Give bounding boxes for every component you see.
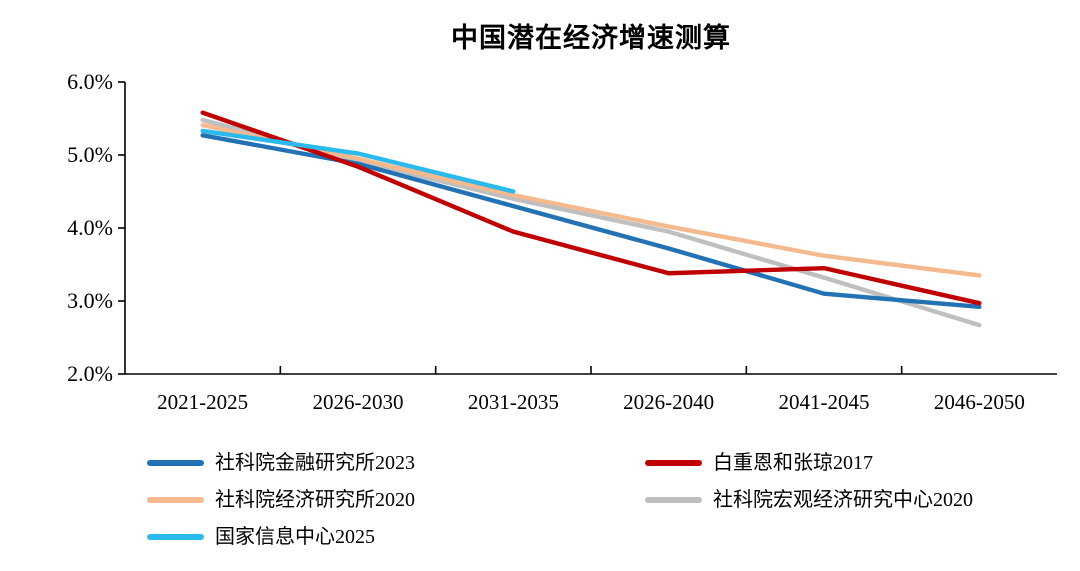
legend-label: 白重恩和张琼2017 <box>713 452 873 474</box>
series-line-0 <box>200 133 982 310</box>
legend-label: 国家信息中心2025 <box>215 526 375 548</box>
x-axis-tick-label: 2046-2050 <box>933 390 1025 414</box>
legend-item: 白重恩和张琼2017 <box>645 450 873 476</box>
x-axis-tick-label: 2026-2030 <box>312 390 404 414</box>
series-line-2 <box>200 122 982 278</box>
y-axis-tick-label: 4.0% <box>67 215 113 240</box>
legend-label: 社科院宏观经济研究中心2020 <box>713 489 973 511</box>
legend-label: 社科院经济研究所2020 <box>215 489 415 511</box>
x-axis-tick-label: 2041-2045 <box>778 390 870 414</box>
legend-label: 社科院金融研究所2023 <box>215 452 415 474</box>
chart-title: 中国潜在经济增速测算 <box>451 23 731 53</box>
legend-line-swatch <box>645 497 702 503</box>
y-axis-tick-label: 5.0% <box>67 142 113 167</box>
legend-line-swatch <box>147 534 204 540</box>
x-axis-tick-label: 2031-2035 <box>467 390 559 414</box>
y-axis-tick-label: 6.0% <box>67 69 113 94</box>
y-axis-tick-label: 3.0% <box>67 288 113 313</box>
legend-line-swatch <box>147 460 204 466</box>
legend-item: 社科院经济研究所2020 <box>147 487 415 513</box>
y-axis-tick-label: 2.0% <box>67 361 113 386</box>
x-axis-tick-label: 2021-2025 <box>157 390 249 414</box>
legend-line-swatch <box>147 497 204 503</box>
series-line-4 <box>200 128 516 194</box>
legend-item: 国家信息中心2025 <box>147 524 375 550</box>
legend-line-swatch <box>645 460 702 466</box>
legend-item: 社科院金融研究所2023 <box>147 450 415 476</box>
legend-item: 社科院宏观经济研究中心2020 <box>645 487 973 513</box>
x-axis-tick-label: 2026-2040 <box>623 390 715 414</box>
series-line-1 <box>200 110 982 306</box>
